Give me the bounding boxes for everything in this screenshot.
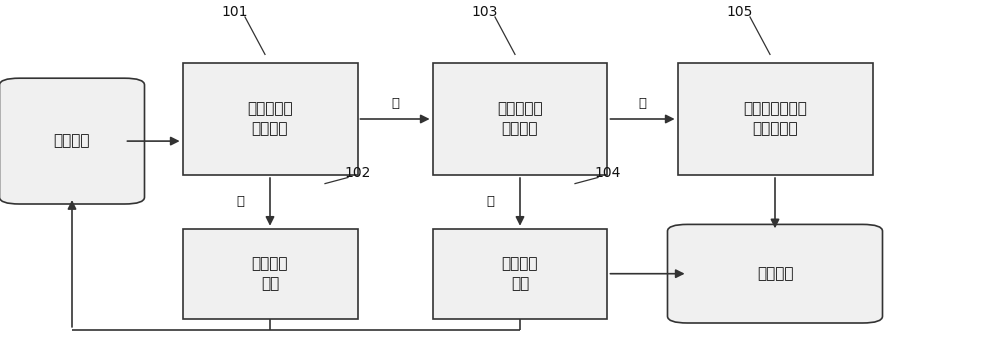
Text: 是: 是 [236,195,244,208]
Text: 103: 103 [472,5,498,19]
FancyBboxPatch shape [0,78,144,204]
Text: 102: 102 [345,166,371,181]
FancyBboxPatch shape [183,63,358,175]
FancyBboxPatch shape [668,224,883,323]
Text: 是: 是 [486,195,494,208]
Text: 检测短路
位置: 检测短路 位置 [252,256,288,291]
Text: 否: 否 [391,97,399,110]
FancyBboxPatch shape [432,63,607,175]
Text: 105: 105 [727,5,753,19]
Text: 开始检测: 开始检测 [54,134,90,149]
FancyBboxPatch shape [183,228,358,319]
Text: 点火灸烧，检测
传感器效能: 点火灸烧，检测 传感器效能 [743,102,807,136]
Text: 否: 否 [639,97,647,110]
Text: 传感器芯线
是否短路: 传感器芯线 是否短路 [247,102,293,136]
FancyBboxPatch shape [678,63,872,175]
Text: 检测结束: 检测结束 [757,266,793,281]
Text: 传感器芯线
是否开路: 传感器芯线 是否开路 [497,102,543,136]
FancyBboxPatch shape [432,228,607,319]
Text: 101: 101 [222,5,248,19]
Text: 检测开路
位置: 检测开路 位置 [502,256,538,291]
Text: 104: 104 [595,166,621,181]
